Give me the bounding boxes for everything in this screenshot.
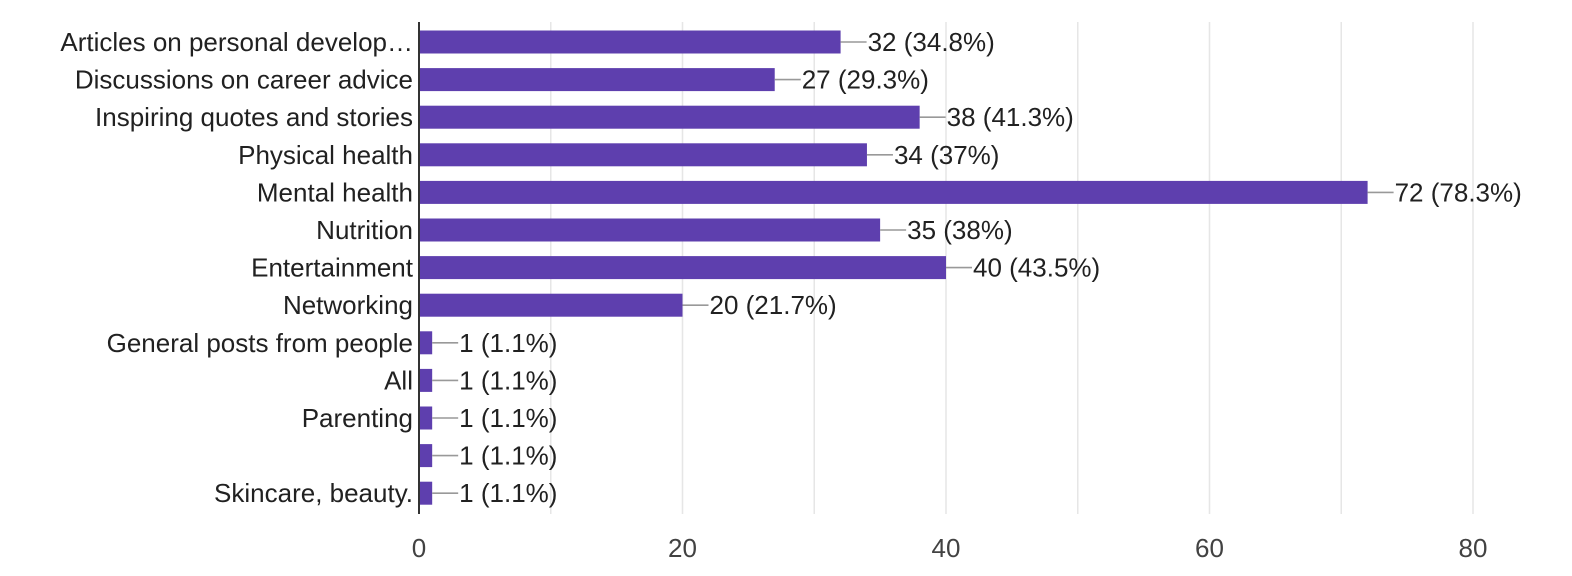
data-label: 1 (1.1%) <box>459 365 557 395</box>
data-label: 38 (41.3%) <box>947 102 1074 132</box>
data-label: 1 (1.1%) <box>459 328 557 358</box>
category-label: Physical health <box>238 140 413 170</box>
x-tick-label: 60 <box>1195 533 1224 563</box>
category-label: Discussions on career advice <box>75 65 413 95</box>
data-label: 1 (1.1%) <box>459 403 557 433</box>
bar[interactable] <box>419 331 433 355</box>
data-label: 40 (43.5%) <box>973 253 1100 283</box>
bar[interactable] <box>419 218 881 242</box>
data-label: 1 (1.1%) <box>459 478 557 508</box>
data-label: 20 (21.7%) <box>710 290 837 320</box>
x-axis-ticks: 0 20 40 60 80 <box>412 533 1488 563</box>
category-label: Skincare, beauty. <box>214 478 413 508</box>
category-label: General posts from people <box>107 328 413 358</box>
data-label: 32 (34.8%) <box>868 27 995 57</box>
bar-series: Articles on personal develop… 32 (34.8%) D… <box>60 27 1521 508</box>
category-label: Parenting <box>302 403 413 433</box>
bar[interactable] <box>419 68 775 92</box>
category-label: Networking <box>283 290 413 320</box>
bar[interactable] <box>419 406 433 430</box>
bar[interactable] <box>419 180 1368 204</box>
category-label: Inspiring quotes and stories <box>95 102 413 132</box>
data-label: 35 (38%) <box>907 215 1013 245</box>
category-label: Nutrition <box>316 215 413 245</box>
data-label: 34 (37%) <box>894 140 1000 170</box>
x-tick-label: 40 <box>932 533 961 563</box>
bar[interactable] <box>419 368 433 392</box>
category-label: Articles on personal develop… <box>60 27 413 57</box>
bar[interactable] <box>419 30 841 54</box>
category-label: Mental health <box>257 177 413 207</box>
bar[interactable] <box>419 444 433 468</box>
category-label: All <box>384 365 413 395</box>
data-label: 27 (29.3%) <box>802 65 929 95</box>
category-label: Entertainment <box>251 253 414 283</box>
bar[interactable] <box>419 481 433 505</box>
bar[interactable] <box>419 256 946 280</box>
data-label: 1 (1.1%) <box>459 441 557 471</box>
bar[interactable] <box>419 143 867 167</box>
bar[interactable] <box>419 293 683 317</box>
x-tick-label: 20 <box>668 533 697 563</box>
x-tick-label: 80 <box>1459 533 1488 563</box>
x-tick-label: 0 <box>412 533 426 563</box>
data-label: 72 (78.3%) <box>1395 177 1522 207</box>
bar[interactable] <box>419 105 920 129</box>
